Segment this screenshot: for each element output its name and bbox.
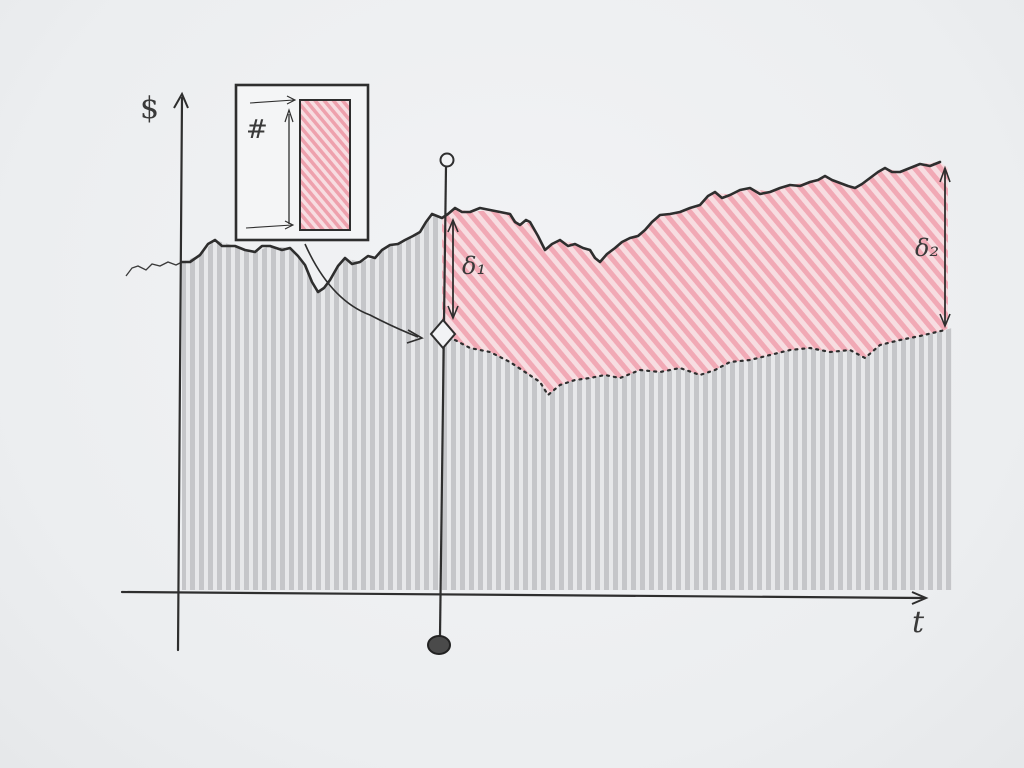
delta-2-arrowhead-top — [939, 165, 951, 183]
marker-diamond — [429, 318, 457, 350]
grey-area — [182, 214, 952, 590]
pre-axis-wiggle — [125, 261, 183, 277]
inset-connector-arrow — [304, 243, 419, 338]
delta-2-label: δ₂ — [915, 234, 939, 262]
marker-top-knob — [439, 152, 455, 168]
inset-vertical-arrowhead — [284, 108, 294, 123]
delta-1-arrowhead-bottom — [447, 305, 459, 321]
x-axis-label: t — [912, 605, 925, 640]
pink-gap-area — [442, 162, 948, 395]
delta-1-arrowhead-top — [447, 217, 459, 233]
inset-bottom-arrow — [245, 224, 293, 229]
inset-pink-bar — [299, 99, 351, 231]
y-axis-arrowhead — [173, 91, 189, 109]
y-axis — [176, 96, 184, 652]
delta-1-label: δ₁ — [462, 252, 486, 280]
inset-top-arrow — [249, 99, 295, 104]
y-axis-label: $ — [140, 91, 159, 126]
inset-bottom-arrowhead — [284, 220, 295, 230]
inset-connector-arrowhead — [406, 329, 424, 344]
vertical-marker-line — [438, 165, 448, 637]
price-line — [180, 160, 942, 294]
x-axis — [120, 590, 927, 600]
x-axis-arrowhead — [911, 591, 929, 605]
inset-top-arrowhead — [286, 95, 297, 105]
marker-bottom-weight — [427, 635, 451, 655]
inset-hash-label: # — [246, 115, 268, 145]
delta-2-arrowhead-bottom — [939, 313, 951, 329]
